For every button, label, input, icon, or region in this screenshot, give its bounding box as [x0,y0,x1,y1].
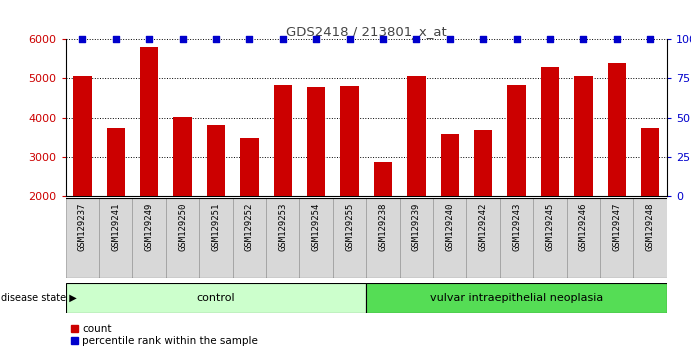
Text: GSM129245: GSM129245 [545,202,554,251]
Text: GSM129243: GSM129243 [512,202,521,251]
Point [344,36,355,42]
Point [444,36,455,42]
Bar [173,117,191,196]
Point [110,36,122,42]
Bar [307,87,325,196]
Text: GSM129251: GSM129251 [211,202,220,251]
Text: GSM129237: GSM129237 [78,202,87,251]
Text: GSM129239: GSM129239 [412,202,421,251]
Bar [299,198,333,278]
Bar [533,198,567,278]
Text: control: control [197,293,235,303]
Bar [66,283,366,313]
Bar [641,127,659,196]
Text: GSM129247: GSM129247 [612,202,621,251]
Bar [106,127,125,196]
Bar [207,125,225,196]
Text: GSM129238: GSM129238 [379,202,388,251]
Point [645,36,656,42]
Bar [274,85,292,196]
Bar [199,198,233,278]
Point [277,36,288,42]
Point [244,36,255,42]
Text: GSM129240: GSM129240 [445,202,454,251]
Legend: count, percentile rank within the sample: count, percentile rank within the sample [71,324,258,346]
Point [477,36,489,42]
Text: GSM129241: GSM129241 [111,202,120,251]
Point [144,36,155,42]
Title: GDS2418 / 213801_x_at: GDS2418 / 213801_x_at [286,25,446,38]
Bar [399,198,433,278]
Point [511,36,522,42]
Text: GSM129254: GSM129254 [312,202,321,251]
Text: disease state ▶: disease state ▶ [1,293,77,303]
Bar [99,198,133,278]
Point [578,36,589,42]
Bar [166,198,199,278]
Bar [240,138,258,196]
Point [410,36,422,42]
Point [77,36,88,42]
Bar [233,198,266,278]
Point [545,36,556,42]
Bar [466,198,500,278]
Bar [500,198,533,278]
Text: GSM129250: GSM129250 [178,202,187,251]
Bar [441,134,459,196]
Point [377,36,388,42]
Text: GSM129255: GSM129255 [345,202,354,251]
Text: GSM129253: GSM129253 [278,202,287,251]
Point [210,36,221,42]
Bar [567,198,600,278]
Bar [634,198,667,278]
Bar [66,198,99,278]
Bar [433,198,466,278]
Point [177,36,188,42]
Text: GSM129249: GSM129249 [144,202,153,251]
Bar [73,76,91,196]
Text: GSM129246: GSM129246 [579,202,588,251]
Point [310,36,321,42]
Bar [341,86,359,196]
Bar [366,198,399,278]
Bar [474,130,492,196]
Bar [607,63,626,196]
Bar [133,198,166,278]
Bar [407,76,426,196]
Bar [507,85,526,196]
Text: GSM129252: GSM129252 [245,202,254,251]
Bar [266,198,299,278]
Bar [366,283,667,313]
Bar [140,47,158,196]
Bar [374,162,392,196]
Bar [333,198,366,278]
Text: vulvar intraepithelial neoplasia: vulvar intraepithelial neoplasia [430,293,603,303]
Text: GSM129248: GSM129248 [645,202,654,251]
Text: GSM129242: GSM129242 [479,202,488,251]
Point [611,36,622,42]
Bar [541,67,559,196]
Bar [574,76,592,196]
Bar [600,198,634,278]
